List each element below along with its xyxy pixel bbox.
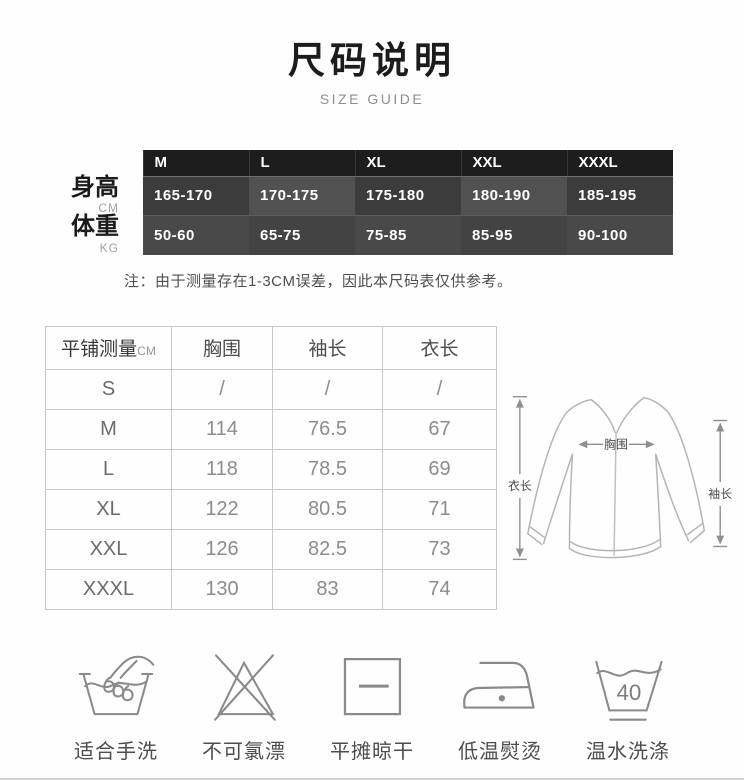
care-item-warm-wash: 40 温水洗涤	[564, 647, 692, 764]
table-row: L 118 78.5 69	[45, 448, 497, 490]
chest-cell: 126	[171, 528, 273, 570]
care-label: 不可氯漂	[202, 740, 286, 763]
measure-corner-cell: 平铺测量CM	[45, 325, 172, 370]
size-cell: XXXL	[45, 568, 172, 610]
sleeve-cell: 80.5	[272, 488, 383, 530]
tolerance-note: 注：由于测量存在1-3CM误差，因此本尺码表仅供参考。	[124, 272, 513, 290]
no-bleach-icon	[200, 647, 288, 729]
chest-col-header: 胸围	[171, 325, 273, 370]
size-col-header: M	[142, 150, 249, 177]
table-row: S / / /	[45, 368, 497, 410]
sleeve-arrow-icon	[713, 419, 728, 548]
weight-row-label: 体重 KG	[0, 213, 143, 255]
care-item-iron-low: 低温熨烫	[436, 647, 564, 764]
table-row: M 114 76.5 67	[45, 408, 497, 450]
height-unit: CM	[98, 201, 119, 216]
size-cell: XL	[45, 488, 172, 530]
height-row-label: 身高 CM	[0, 174, 143, 216]
height-value: 180-190	[461, 175, 567, 216]
weight-value: 65-75	[249, 214, 355, 255]
table-row: XXXL 130 83 74	[45, 568, 497, 610]
height-label: 身高	[71, 174, 119, 201]
length-cell: 69	[382, 448, 497, 490]
table-row: XXL 126 82.5 73	[45, 528, 497, 570]
weight-value: 85-95	[461, 214, 567, 255]
chest-arrow-icon	[578, 440, 655, 449]
chest-cell: 114	[171, 408, 273, 450]
height-weight-table: M L XL XXL XXXL 身高 CM 165-170 170-175 17…	[0, 150, 673, 255]
sleeve-cell: 78.5	[272, 448, 383, 490]
size-col-header: L	[248, 150, 355, 177]
length-col-header: 衣长	[382, 325, 497, 370]
care-label: 温水洗涤	[586, 740, 670, 763]
size-header-row: M L XL XXL XXXL	[0, 150, 673, 177]
sleeve-label: 袖长	[708, 487, 732, 501]
weight-row: 体重 KG 50-60 65-75 75-85 85-95 90-100	[0, 213, 673, 255]
height-weight-chart: M L XL XXL XXXL 身高 CM 165-170 170-175 17…	[0, 150, 744, 255]
length-arrow-icon	[512, 395, 527, 561]
corner-spacer	[0, 150, 143, 176]
page-header: 尺码说明 SIZE GUIDE	[0, 0, 744, 107]
chest-label: 胸围	[604, 437, 628, 451]
sleeve-cell: /	[272, 368, 383, 410]
flat-measure-table: 平铺测量CM 胸围 袖长 衣长 S / / / M 114 76.5 67 L …	[45, 325, 497, 610]
size-cell: S	[45, 368, 172, 410]
weight-value: 50-60	[143, 214, 249, 255]
chest-cell: 130	[171, 568, 273, 610]
length-label: 衣长	[508, 479, 532, 493]
height-value: 185-195	[567, 175, 673, 216]
size-col-header: XXL	[460, 150, 567, 177]
weight-value: 75-85	[355, 214, 461, 255]
iron-low-temp-icon	[452, 647, 548, 729]
care-item-no-bleach: 不可氯漂	[180, 647, 308, 764]
sleeve-cell: 83	[272, 568, 383, 610]
length-cell: 67	[382, 408, 497, 450]
chest-cell: /	[171, 368, 273, 410]
height-row: 身高 CM 165-170 170-175 175-180 180-190 18…	[0, 174, 673, 216]
sleeve-col-header: 袖长	[272, 325, 383, 370]
size-cell: L	[45, 448, 172, 490]
care-item-hand-wash: 适合手洗	[52, 647, 180, 764]
chest-cell: 118	[171, 448, 273, 490]
care-item-dry-flat: 平摊晾干	[308, 647, 436, 764]
height-value: 165-170	[143, 175, 249, 216]
length-cell: 71	[382, 488, 497, 530]
sleeve-cell: 82.5	[272, 528, 383, 570]
weight-unit: KG	[99, 240, 119, 255]
dry-flat-icon	[328, 647, 416, 729]
length-cell: /	[382, 368, 497, 410]
care-label: 适合手洗	[74, 740, 158, 763]
page-title: 尺码说明	[288, 40, 456, 81]
size-col-header: XXXL	[566, 150, 673, 177]
measure-header-row: 平铺测量CM 胸围 袖长 衣长	[45, 325, 497, 370]
care-label: 低温熨烫	[458, 740, 542, 763]
flat-measure-unit: CM	[137, 344, 156, 359]
garment-diagram: 衣长 袖长 胸围	[508, 395, 732, 561]
warm-water-wash-icon: 40	[584, 647, 672, 729]
jacket-outline-icon	[527, 396, 706, 559]
weight-label: 体重	[71, 213, 119, 241]
size-cell: M	[45, 408, 172, 450]
wash-temperature: 40	[616, 680, 641, 705]
size-col-header: XL	[354, 150, 461, 177]
hand-wash-icon	[72, 647, 160, 729]
flat-measure-label: 平铺测量	[61, 339, 138, 361]
length-cell: 73	[382, 528, 497, 570]
table-row: XL 122 80.5 71	[45, 488, 497, 530]
weight-value: 90-100	[567, 214, 673, 255]
care-instructions: 适合手洗 不可氯漂 平摊晾干	[0, 647, 744, 764]
length-cell: 74	[382, 568, 497, 610]
sleeve-cell: 76.5	[272, 408, 383, 450]
chest-cell: 122	[171, 488, 273, 530]
height-value: 175-180	[355, 175, 461, 216]
measurement-section: 平铺测量CM 胸围 袖长 衣长 S / / / M 114 76.5 67 L …	[0, 325, 744, 610]
size-cell: XXL	[45, 528, 172, 570]
height-value: 170-175	[249, 175, 355, 216]
page-subtitle: SIZE GUIDE	[319, 91, 425, 107]
care-label: 平摊晾干	[330, 740, 414, 763]
